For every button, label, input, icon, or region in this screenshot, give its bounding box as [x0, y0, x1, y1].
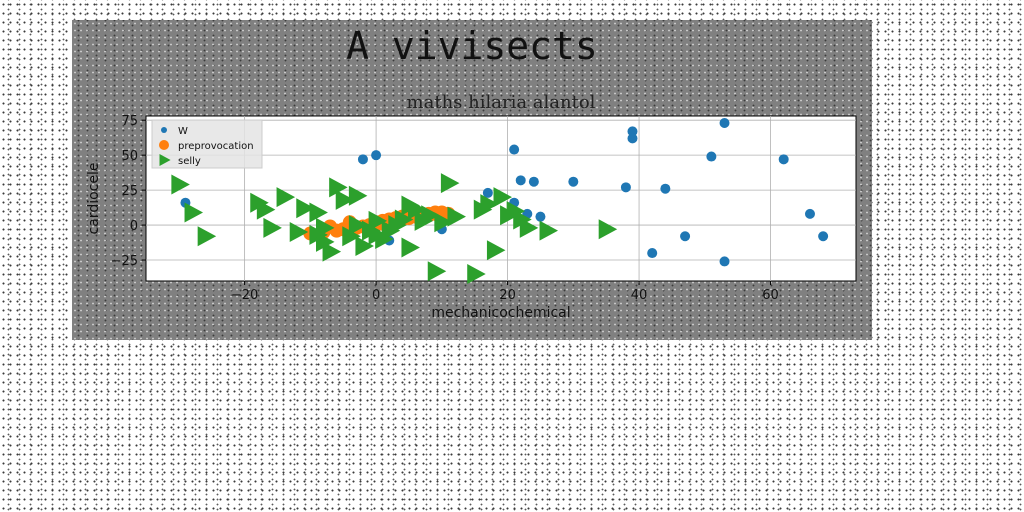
point-selly	[427, 261, 447, 282]
point-w	[568, 176, 579, 187]
y-tick-label: 0	[130, 219, 138, 234]
point-selly	[394, 209, 414, 230]
y-tick-label: 75	[121, 114, 138, 129]
legend-label: preprovocation	[178, 141, 254, 152]
chart-title: maths hilaria alantol	[407, 92, 596, 113]
scatter-chart: −20 0 20 40 60 −25 0 25 50 75 maths hilaria alanto…	[86, 92, 857, 321]
point-selly	[289, 222, 309, 243]
y-tick-label: 50	[121, 149, 138, 164]
point-w	[660, 183, 671, 194]
point-w	[535, 211, 546, 222]
point-selly	[401, 237, 420, 258]
point-w	[509, 144, 520, 155]
x-tick-label: 60	[762, 288, 779, 303]
point-w	[620, 182, 631, 193]
x-tick-label: 20	[499, 288, 516, 303]
point-selly	[184, 202, 204, 223]
point-selly	[348, 215, 368, 236]
point-selly	[447, 206, 466, 227]
figure-suptitle: A vivisects	[346, 24, 598, 68]
point-selly	[355, 236, 374, 257]
x-tick-label: 0	[372, 288, 380, 303]
legend-marker	[161, 127, 167, 133]
point-w	[627, 126, 638, 137]
point-selly	[486, 240, 506, 261]
point-w	[706, 151, 717, 162]
point-w	[647, 248, 658, 259]
point-w	[371, 150, 382, 161]
point-selly	[519, 217, 539, 238]
x-tick-label: 40	[631, 288, 648, 303]
figure: A vivisects −20 0 20 40 60 −25 0 25 50 75 maths hi…	[72, 20, 872, 340]
point-selly	[598, 219, 618, 240]
point-w	[482, 187, 493, 198]
point-selly	[309, 202, 328, 223]
point-selly	[296, 198, 315, 219]
point-selly	[342, 226, 361, 247]
point-selly	[263, 217, 282, 238]
point-selly	[408, 199, 427, 220]
point-selly	[335, 189, 355, 210]
point-selly	[171, 174, 190, 195]
point-w	[804, 208, 815, 219]
legend-label: W	[178, 126, 188, 137]
point-selly	[493, 187, 512, 208]
point-selly	[480, 194, 499, 215]
point-w	[818, 231, 829, 242]
legend-marker	[159, 140, 169, 150]
x-axis-label: mechanicochemical	[431, 305, 570, 321]
point-w	[515, 175, 526, 186]
legend-marker	[159, 154, 171, 166]
point-selly	[467, 264, 486, 285]
point-w	[719, 117, 730, 128]
point-selly	[421, 205, 440, 226]
point-w	[357, 154, 368, 165]
point-selly	[316, 217, 335, 238]
y-axis-label: cardiocele	[86, 163, 102, 235]
point-selly	[539, 220, 559, 241]
point-selly	[440, 173, 460, 194]
point-w	[627, 133, 638, 144]
legend-label: selly	[178, 156, 201, 167]
y-tick-label: −25	[111, 254, 138, 269]
point-selly	[348, 185, 368, 206]
point-w	[778, 154, 789, 165]
point-selly	[434, 212, 453, 233]
point-selly	[368, 210, 388, 231]
point-selly	[256, 199, 276, 220]
point-w	[528, 176, 539, 187]
point-selly	[322, 241, 342, 262]
x-tick-label: −20	[231, 288, 258, 303]
y-tick-label: 25	[121, 184, 138, 199]
point-selly	[329, 177, 348, 198]
point-w	[719, 256, 730, 267]
point-selly	[197, 226, 217, 247]
point-w	[680, 231, 691, 242]
point-selly	[276, 187, 296, 208]
